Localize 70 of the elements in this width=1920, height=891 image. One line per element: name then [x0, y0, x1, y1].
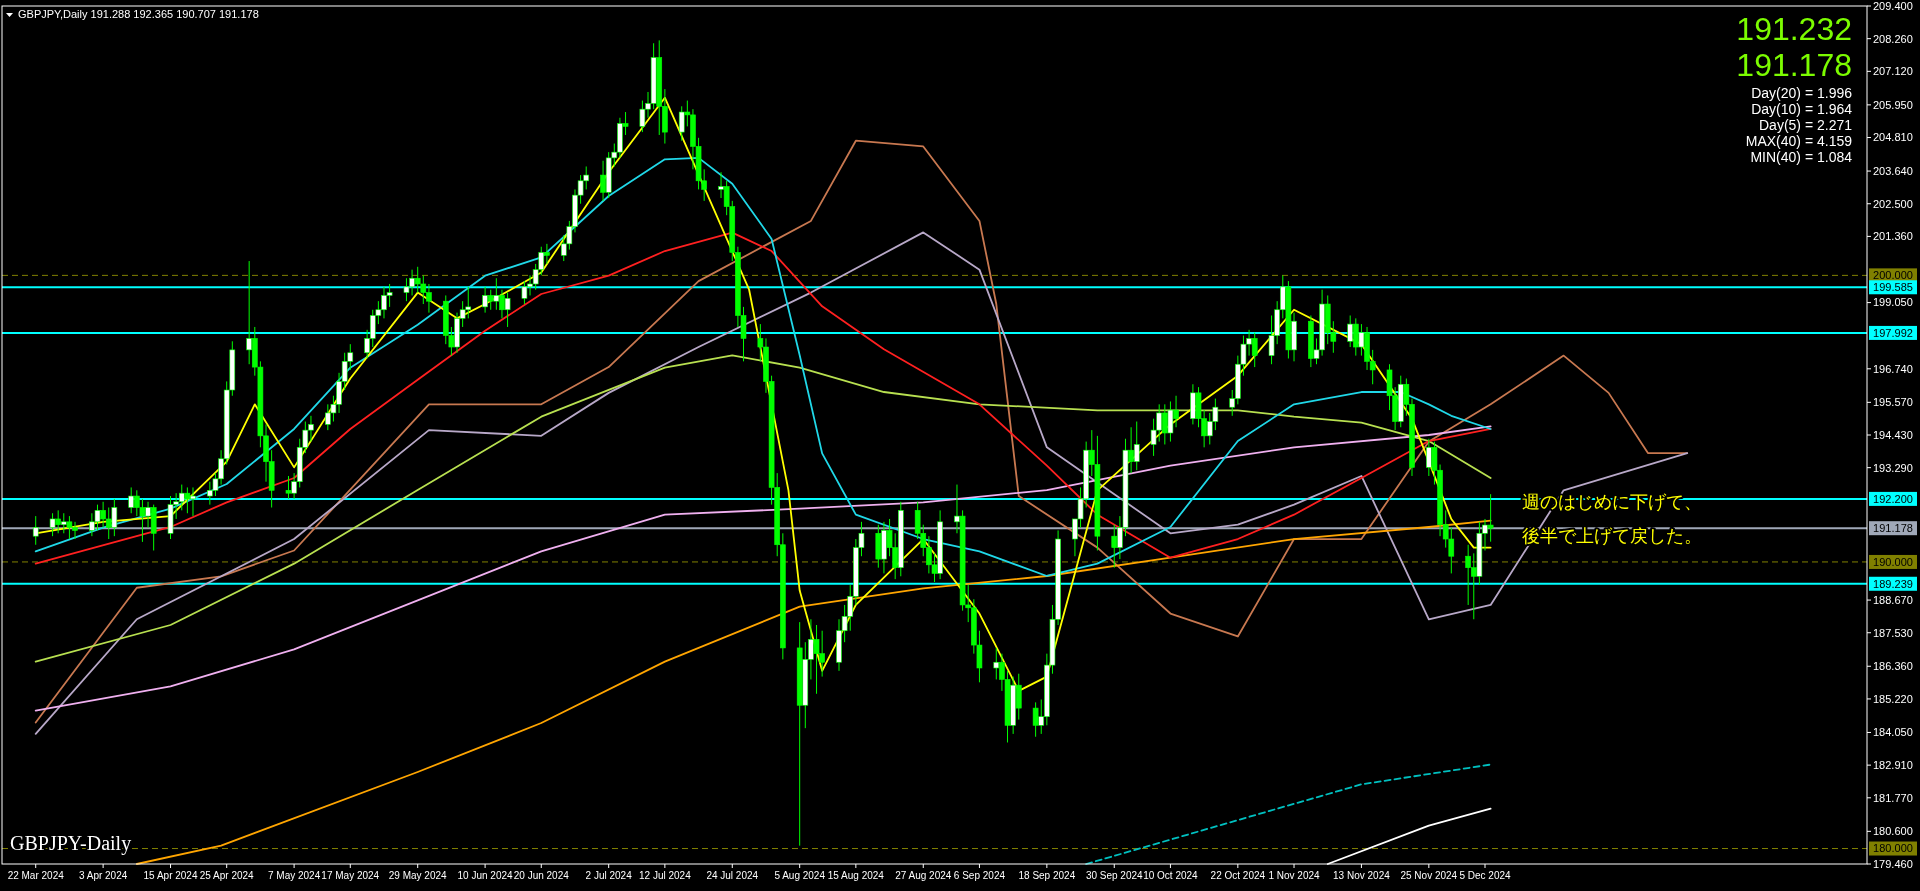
x-tick-label: 25 Apr 2024 — [199, 870, 255, 881]
y-tick-label: 207.120 — [1873, 65, 1913, 78]
line-series — [34, 231, 1492, 565]
ref-line-label: 197.992 — [1873, 326, 1913, 339]
x-tick-label: 20 Jun 2024 — [513, 870, 570, 881]
line-series — [34, 425, 1492, 712]
y-tick-label: 208.260 — [1873, 32, 1913, 45]
ref-line-label: 189.239 — [1873, 577, 1913, 590]
x-tick-label: 18 Sep 2024 — [1018, 870, 1076, 881]
y-tick-label: 193.290 — [1873, 461, 1913, 474]
ref-line-label: 200.000 — [1873, 269, 1913, 282]
annotation: Day(20) = 1.996 — [1751, 85, 1853, 101]
annotation: GBPJPY-Daily — [10, 832, 132, 855]
y-tick-label: 187.530 — [1873, 626, 1913, 639]
x-tick-label: 1 Nov 2024 — [1268, 870, 1321, 881]
y-tick-label: 185.220 — [1873, 692, 1913, 705]
x-tick-label: 15 Apr 2024 — [143, 870, 198, 881]
ref-line-label: 192.200 — [1873, 492, 1913, 505]
y-tick-label: 182.910 — [1873, 758, 1913, 771]
x-tick-label: 13 Nov 2024 — [1333, 870, 1391, 881]
y-tick-label: 205.950 — [1873, 98, 1913, 111]
annotation: 191.232 — [1736, 11, 1852, 47]
x-tick-label: 7 May 2024 — [267, 870, 321, 881]
annotation: 191.178 — [1736, 47, 1852, 83]
annotation: MAX(40) = 4.159 — [1745, 133, 1853, 149]
annotation: Day(5) = 2.271 — [1759, 117, 1853, 133]
x-tick-label: 22 Oct 2024 — [1210, 870, 1266, 881]
annotation: Day(10) = 1.964 — [1751, 101, 1853, 117]
y-tick-label: 203.640 — [1873, 164, 1913, 177]
x-tick-label: 5 Dec 2024 — [1459, 870, 1512, 881]
y-tick-label: 179.460 — [1873, 857, 1913, 870]
x-tick-label: 24 Jul 2024 — [706, 870, 759, 881]
x-tick-label: 29 May 2024 — [388, 870, 448, 881]
x-tick-label: 3 Apr 2024 — [78, 870, 128, 881]
y-tick-label: 188.670 — [1873, 593, 1913, 606]
ref-line-label: 180.000 — [1873, 842, 1913, 855]
y-tick-label: 194.430 — [1873, 428, 1913, 441]
y-tick-label: 202.500 — [1873, 197, 1913, 210]
y-tick-label: 201.360 — [1873, 230, 1913, 243]
x-tick-label: 2 Jul 2024 — [585, 870, 633, 881]
x-tick-label: 10 Oct 2024 — [1143, 870, 1199, 881]
y-tick-label: 204.810 — [1873, 131, 1913, 144]
ref-line-label: 191.178 — [1873, 522, 1913, 535]
ref-line-label: 190.000 — [1873, 555, 1913, 568]
line-series — [34, 156, 1492, 577]
x-tick-label: 12 Jul 2024 — [639, 870, 692, 881]
x-tick-label: 30 Sep 2024 — [1085, 870, 1144, 881]
y-tick-label: 195.570 — [1873, 396, 1913, 409]
x-tick-label: 5 Aug 2024 — [774, 870, 826, 881]
x-tick-label: 10 Jun 2024 — [457, 870, 514, 881]
y-tick-label: 209.400 — [1873, 0, 1913, 12]
x-tick-label: 22 Mar 2024 — [7, 870, 65, 881]
y-tick-label: 184.050 — [1873, 726, 1913, 739]
line-series — [34, 354, 1492, 663]
x-tick-label: 25 Nov 2024 — [1400, 870, 1458, 881]
candlestick — [32, 515, 39, 546]
annotation: MIN(40) = 1.084 — [1750, 149, 1853, 165]
line-series — [34, 231, 1689, 735]
ref-line-label: 199.585 — [1873, 281, 1913, 294]
y-tick-label: 180.600 — [1873, 825, 1913, 838]
x-tick-label: 27 Aug 2024 — [895, 870, 952, 881]
x-tick-label: 15 Aug 2024 — [827, 870, 885, 881]
x-tick-label: 17 May 2024 — [321, 870, 380, 881]
line-series — [34, 139, 1689, 724]
y-tick-label: 181.770 — [1873, 791, 1913, 804]
y-tick-label: 199.050 — [1873, 296, 1913, 309]
chart-title: GBPJPY,Daily 191.288 192.365 190.707 191.178 — [18, 8, 259, 20]
y-tick-label: 186.360 — [1873, 660, 1913, 673]
x-tick-label: 6 Sep 2024 — [953, 870, 1006, 881]
y-tick-label: 196.740 — [1873, 362, 1913, 375]
